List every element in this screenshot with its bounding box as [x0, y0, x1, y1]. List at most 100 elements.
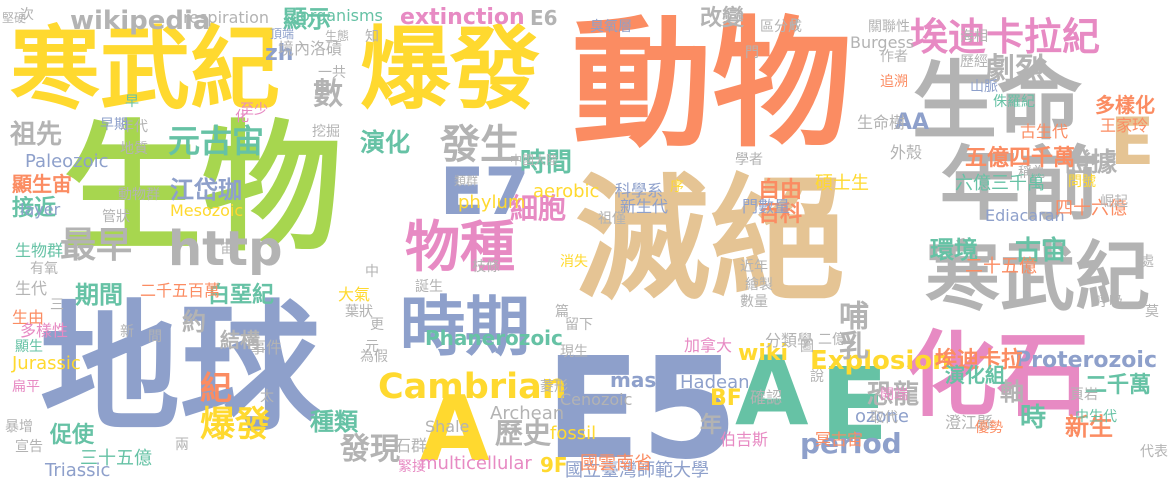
cloud-word: 確認 — [750, 388, 783, 407]
cloud-word: 國立臺灣師範大學 — [565, 460, 709, 481]
cloud-word: 有氧 — [30, 261, 58, 277]
cloud-word: 臭氧層 — [590, 19, 632, 35]
cloud-word: 歷經 — [960, 54, 988, 70]
cloud-word: 爆發 — [200, 405, 271, 445]
cloud-word: Shale — [425, 417, 470, 436]
cloud-word: 發生 — [440, 122, 520, 168]
cloud-word: extinction — [400, 5, 525, 30]
cloud-word: Ediacaran — [985, 206, 1065, 225]
cloud-word: 至少 — [240, 102, 268, 118]
cloud-word: 動物群 — [118, 187, 160, 203]
cloud-word: 區分成 — [760, 19, 802, 35]
cloud-word: mass — [610, 368, 669, 392]
cloud-word: 年前 — [940, 138, 1100, 231]
cloud-word: 學者 — [735, 152, 763, 168]
cloud-word: 消失 — [560, 254, 588, 270]
cloud-word: Burgess — [850, 33, 915, 52]
cloud-word: 處 — [1140, 254, 1154, 270]
cloud-word: 爆發 — [360, 17, 540, 122]
cloud-word: 類群 — [454, 174, 479, 188]
cloud-word: 時 — [1020, 403, 1047, 433]
cloud-word: 現生 — [560, 344, 588, 360]
cloud-word: 王家玲 — [1100, 116, 1149, 135]
cloud-word: 科學系 — [615, 181, 664, 200]
cloud-word: 祖僅 — [598, 211, 626, 227]
cloud-word: 早期 — [100, 117, 128, 133]
cloud-word: 生命 — [912, 53, 1083, 152]
cloud-word: 問號 — [1068, 174, 1096, 190]
cloud-word: 生命樹 — [857, 113, 906, 132]
cloud-word: 紀 — [200, 369, 233, 407]
cloud-word: 關聯性 — [868, 19, 910, 35]
cloud-word: 新生 — [1065, 413, 1113, 441]
cloud-word: 崛起 — [1100, 194, 1128, 210]
cloud-word: E — [820, 346, 889, 463]
cloud-word: 四十六億 — [1055, 198, 1127, 219]
cloud-word: 序 — [670, 179, 684, 195]
cloud-word: 發現 — [340, 432, 400, 467]
cloud-word: 埃迪卡拉 — [935, 348, 1024, 373]
cloud-word: A — [735, 337, 809, 447]
cloud-word: 動物 — [572, 4, 853, 167]
cloud-word: 元 — [365, 339, 379, 355]
cloud-word: 元古宙 — [168, 122, 265, 160]
cloud-word: 軸 — [1000, 378, 1024, 406]
cloud-word: E — [1110, 105, 1155, 180]
cloud-word: respiration — [183, 8, 270, 27]
cloud-word: 地質 — [120, 141, 148, 157]
cloud-word: 冥古宙 — [815, 430, 864, 449]
cloud-word: 為假 — [360, 349, 388, 365]
cloud-word: 石群 — [395, 436, 428, 455]
cloud-word: Cenozoic — [560, 390, 633, 409]
cloud-word: 宙 — [220, 241, 234, 257]
cloud-word: 埃迪卡拉紀 — [910, 15, 1101, 59]
cloud-word: 頁岩 — [1070, 387, 1098, 403]
cloud-word: 國雲南省 — [580, 453, 652, 474]
cloud-word: 期間 — [75, 281, 123, 309]
cloud-word: 誕生 — [415, 279, 443, 295]
cloud-word: 劇烈 — [985, 52, 1045, 87]
cloud-word: Triassic — [45, 460, 111, 481]
cloud-word: 扁平 — [12, 379, 40, 395]
cloud-word: 中國大陸 — [510, 153, 559, 167]
cloud-word: 篇 — [555, 304, 569, 320]
cloud-word: 三 — [50, 297, 64, 313]
cloud-word: BF — [710, 386, 742, 411]
cloud-word: 最早 — [60, 225, 133, 266]
cloud-word: 生物 — [62, 108, 343, 271]
cloud-word: AA — [895, 110, 930, 135]
cloud-word: wikipedia — [70, 6, 211, 36]
cloud-word: 繪製 — [745, 277, 773, 293]
cloud-word: 時間 — [520, 148, 573, 178]
cloud-word: 寒武紀 — [10, 17, 280, 122]
cloud-word: 近年 — [740, 259, 768, 275]
cloud-word: 門數量 — [742, 197, 791, 216]
cloud-word: 管狀 — [102, 209, 130, 225]
cloud-word: period — [800, 427, 902, 460]
cloud-word: 六億三千萬 — [955, 173, 1045, 194]
cloud-word: 時期 — [400, 290, 531, 365]
cloud-word: 促使 — [50, 423, 95, 448]
cloud-word: 三十五億 — [80, 448, 152, 469]
cloud-word: Proterozoic — [1015, 348, 1157, 373]
cloud-word: 稱為 — [1018, 165, 1046, 181]
cloud-word: 圖 — [800, 339, 814, 355]
cloud-word: 寒武紀 — [925, 233, 1151, 321]
cloud-word: 數量 — [740, 294, 768, 310]
cloud-word: 生物群 — [15, 241, 64, 260]
cloud-word: 頂端 — [270, 27, 295, 41]
cloud-word: 接近 — [12, 196, 57, 221]
cloud-word: 9F — [540, 453, 568, 477]
cloud-word: 二億 — [818, 332, 846, 348]
cloud-word: Phanerozoic — [425, 326, 563, 350]
cloud-word: 生由 — [12, 308, 45, 327]
cloud-word: Explosion — [810, 346, 951, 376]
cloud-word: R — [790, 17, 800, 33]
cloud-word: 知 — [365, 29, 379, 45]
cloud-word: 顯生宙 — [12, 172, 72, 196]
cloud-word: 滅絕 — [575, 161, 845, 318]
cloud-word: 事件 — [250, 338, 283, 357]
cloud-word: 說 — [810, 369, 824, 385]
cloud-word: multicellular — [420, 453, 532, 474]
cloud-word: 二千五百萬 — [140, 281, 221, 300]
